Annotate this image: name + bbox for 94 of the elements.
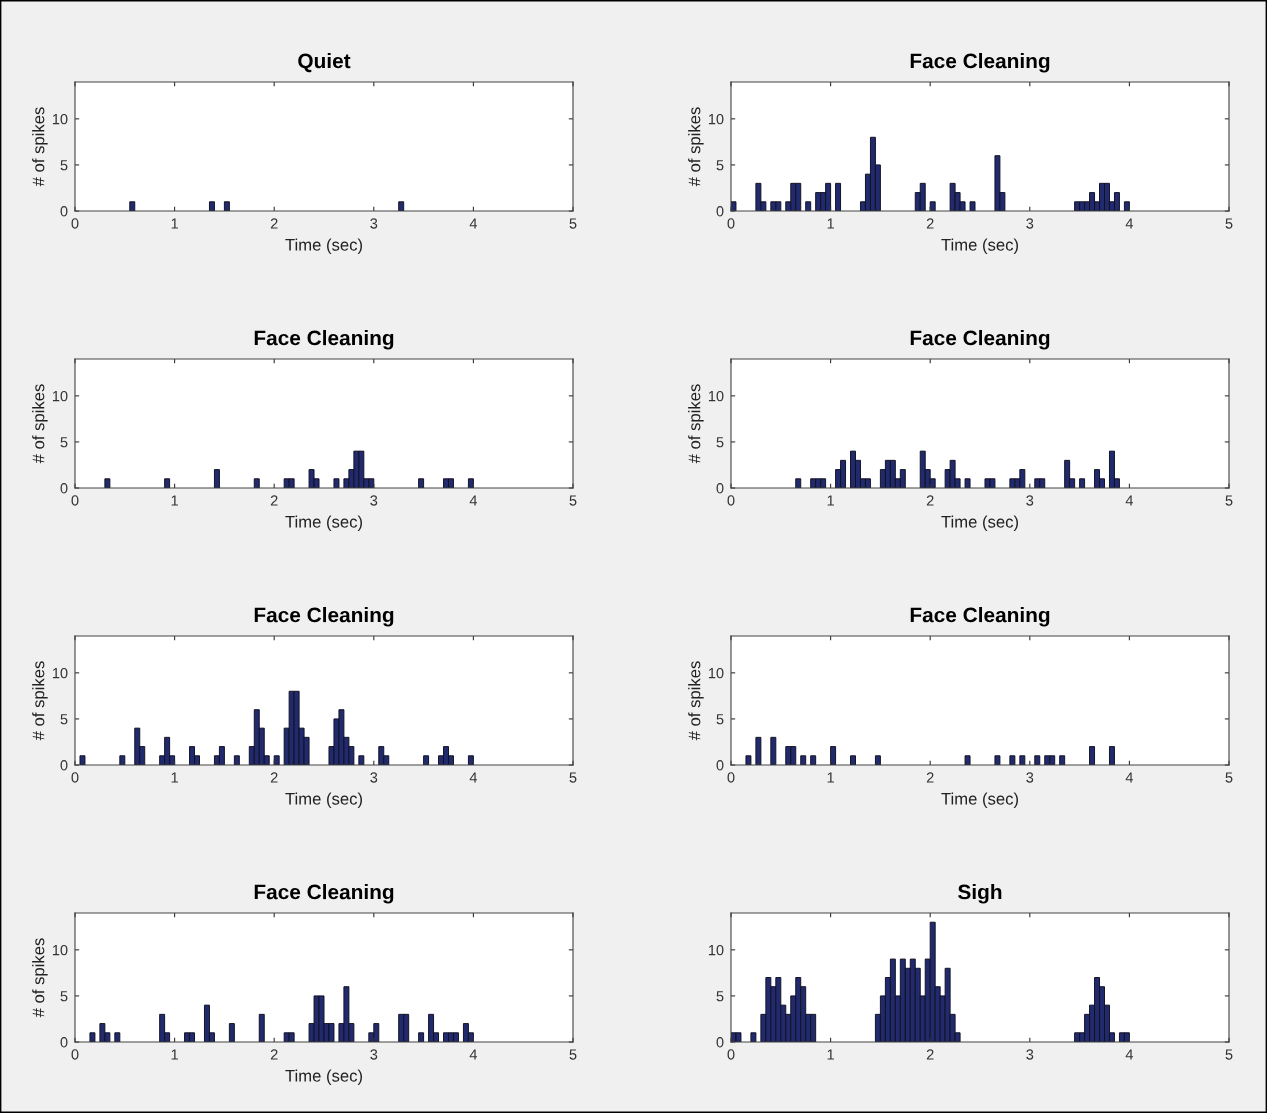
y-tick-label: 5 xyxy=(60,437,68,448)
y-tick-label: 5 xyxy=(716,437,724,448)
x-tick-label: 4 xyxy=(469,495,478,506)
x-tick-label: 4 xyxy=(469,772,478,783)
y-tick-label: 0 xyxy=(60,760,68,771)
x-tick-label: 1 xyxy=(171,218,178,229)
x-tick-label: 1 xyxy=(171,1049,178,1060)
y-tick-label: 10 xyxy=(708,390,724,402)
chart-title: Sigh xyxy=(958,884,1002,904)
x-tick-label: 5 xyxy=(569,495,577,506)
y-tick-label: 5 xyxy=(60,714,68,725)
x-tick-label: 3 xyxy=(1026,495,1034,506)
x-tick-label: 5 xyxy=(569,772,577,783)
x-tick-label: 1 xyxy=(171,495,178,506)
y-tick-label: 0 xyxy=(716,206,724,217)
x-tick-label: 0 xyxy=(71,495,79,506)
x-tick-label: 4 xyxy=(1125,495,1134,506)
y-axis-title: # of spikes xyxy=(32,938,48,1018)
x-tick-label: 3 xyxy=(370,218,378,229)
chart-title: Face Cleaning xyxy=(254,330,394,350)
y-tick-label: 10 xyxy=(52,390,68,402)
x-tick-label: 4 xyxy=(1125,772,1134,783)
y-tick-label: 10 xyxy=(708,667,724,679)
y-tick-label: 0 xyxy=(60,206,68,217)
x-tick-label: 1 xyxy=(827,218,834,229)
x-tick-label: 3 xyxy=(1026,772,1034,783)
y-tick-label: 0 xyxy=(60,1037,68,1048)
chart-title: Face Cleaning xyxy=(254,607,394,627)
y-tick-label: 5 xyxy=(716,714,724,725)
x-axis-title: Time (sec) xyxy=(941,515,1019,532)
x-tick-label: 3 xyxy=(1026,218,1034,229)
x-tick-label: 5 xyxy=(1225,495,1233,506)
x-tick-label: 1 xyxy=(827,495,834,506)
x-tick-label: 2 xyxy=(926,1049,934,1060)
x-axis-title: Time (sec) xyxy=(941,238,1019,255)
x-axis-title: Time (sec) xyxy=(941,792,1019,809)
x-tick-label: 3 xyxy=(370,495,378,506)
y-tick-label: 0 xyxy=(60,483,68,494)
y-axis-title: # of spikes xyxy=(688,107,704,187)
y-tick-label: 0 xyxy=(716,760,724,771)
y-axis-title: # of spikes xyxy=(32,384,48,464)
x-tick-label: 1 xyxy=(171,772,178,783)
x-tick-label: 5 xyxy=(569,218,577,229)
x-tick-label: 0 xyxy=(727,772,735,783)
x-tick-label: 4 xyxy=(1125,218,1134,229)
y-tick-label: 10 xyxy=(52,667,68,679)
x-tick-label: 5 xyxy=(1225,1049,1233,1060)
x-axis-title: Time (sec) xyxy=(285,1069,363,1086)
x-tick-label: 3 xyxy=(1026,1049,1034,1060)
x-tick-label: 2 xyxy=(926,495,934,506)
y-tick-label: 5 xyxy=(716,991,724,1002)
x-axis-title: Time (sec) xyxy=(285,238,363,255)
x-tick-label: 4 xyxy=(469,1049,478,1060)
y-axis-title: # of spikes xyxy=(32,107,48,187)
x-tick-label: 2 xyxy=(926,218,934,229)
y-axis-title: # of spikes xyxy=(688,384,704,464)
chart-title: Face Cleaning xyxy=(910,53,1050,73)
x-tick-label: 5 xyxy=(569,1049,577,1060)
y-tick-label: 0 xyxy=(716,1037,724,1048)
x-tick-label: 2 xyxy=(270,772,278,783)
y-axis-title: # of spikes xyxy=(32,661,48,741)
x-tick-label: 4 xyxy=(1125,1049,1134,1060)
y-tick-label: 10 xyxy=(52,944,68,956)
y-tick-label: 5 xyxy=(716,160,724,171)
chart-title: Face Cleaning xyxy=(910,607,1050,627)
y-tick-label: 10 xyxy=(52,113,68,125)
x-tick-label: 5 xyxy=(1225,218,1233,229)
y-axis-title: # of spikes xyxy=(688,661,704,741)
x-tick-label: 5 xyxy=(1225,772,1233,783)
x-tick-label: 3 xyxy=(370,772,378,783)
chart-title: Face Cleaning xyxy=(910,330,1050,350)
x-axis-title: Time (sec) xyxy=(285,792,363,809)
chart-title: Quiet xyxy=(298,53,351,73)
x-tick-label: 1 xyxy=(827,772,834,783)
y-tick-label: 5 xyxy=(60,160,68,171)
x-tick-label: 0 xyxy=(71,218,79,229)
x-axis-title: Time (sec) xyxy=(285,515,363,532)
x-tick-label: 2 xyxy=(926,772,934,783)
x-tick-label: 0 xyxy=(71,1049,79,1060)
x-tick-label: 3 xyxy=(370,1049,378,1060)
x-tick-label: 0 xyxy=(727,1049,735,1060)
x-tick-label: 0 xyxy=(727,495,735,506)
x-tick-label: 1 xyxy=(827,1049,834,1060)
y-tick-label: 10 xyxy=(708,944,724,956)
x-tick-label: 2 xyxy=(270,495,278,506)
x-tick-label: 2 xyxy=(270,218,278,229)
y-tick-label: 5 xyxy=(60,991,68,1002)
chart-title: Face Cleaning xyxy=(254,884,394,904)
x-tick-label: 0 xyxy=(727,218,735,229)
x-tick-label: 2 xyxy=(270,1049,278,1060)
y-tick-label: 10 xyxy=(708,113,724,125)
y-tick-label: 0 xyxy=(716,483,724,494)
x-tick-label: 4 xyxy=(469,218,478,229)
x-tick-label: 0 xyxy=(71,772,79,783)
